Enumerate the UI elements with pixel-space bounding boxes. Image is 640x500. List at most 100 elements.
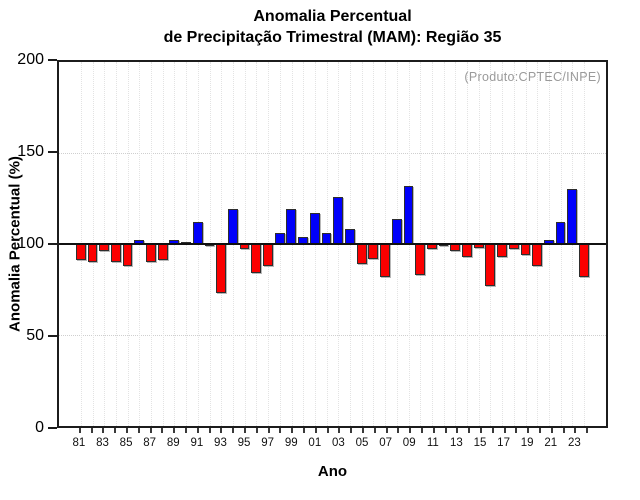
- bar-83: [99, 244, 110, 252]
- x-tick-82: [90, 428, 93, 433]
- x-cell-96: [250, 428, 262, 468]
- bar-09: [403, 185, 414, 244]
- y-tick-150: [48, 151, 57, 153]
- x-tick-label-95: 95: [237, 437, 251, 449]
- x-tick-84: [114, 428, 117, 433]
- bar-94: [227, 209, 238, 244]
- x-tick-08: [397, 428, 400, 433]
- x-tick-96: [255, 428, 258, 433]
- x-tick-label-11: 11: [426, 437, 439, 449]
- x-cell-85: 85: [120, 428, 132, 468]
- bar-06: [368, 244, 379, 259]
- x-cell-91: 91: [190, 428, 204, 468]
- x-cell-01: 01: [308, 428, 322, 468]
- x-tick-90: [185, 428, 188, 433]
- x-tick-label-13: 13: [449, 437, 463, 449]
- bar-08: [391, 218, 402, 244]
- bar-04: [344, 229, 355, 244]
- x-cell-88: [156, 428, 168, 468]
- x-tick-label-19: 19: [520, 437, 534, 449]
- y-axis: 200 150 100 50 0: [0, 52, 57, 436]
- x-tick-09: [409, 428, 412, 433]
- x-axis-title: Ano: [317, 463, 348, 480]
- x-cell-13: 13: [449, 428, 463, 468]
- x-cell-09: 09: [403, 428, 416, 468]
- x-tick-87: [149, 428, 152, 433]
- x-tick-13: [456, 428, 459, 433]
- bar-13: [450, 244, 461, 252]
- x-cell-89: 89: [166, 428, 180, 468]
- bar-20: [532, 244, 543, 266]
- bar-22: [555, 222, 566, 244]
- x-cell-00: [297, 428, 309, 468]
- x-cell-16: [486, 428, 498, 468]
- x-cell-18: [509, 428, 521, 468]
- bar-85: [122, 244, 133, 266]
- x-tick-19: [527, 428, 530, 433]
- bar-93: [216, 244, 227, 294]
- x-cell-03: 03: [332, 428, 345, 468]
- gridline-50: [59, 335, 606, 336]
- x-tick-85: [126, 428, 129, 433]
- y-tick-50: [48, 335, 57, 337]
- x-tick-07: [385, 428, 388, 433]
- x-tick-label-05: 05: [355, 437, 369, 449]
- y-tick-label-50: 50: [26, 327, 44, 344]
- x-cell-83: 83: [96, 428, 109, 468]
- x-cell-22: [557, 428, 569, 468]
- bar-82: [87, 244, 98, 263]
- x-tick-00: [303, 428, 306, 433]
- x-tick-label-81: 81: [72, 437, 86, 449]
- x-tick-83: [102, 428, 105, 433]
- x-cell-97: 97: [261, 428, 274, 468]
- x-tick-label-89: 89: [166, 437, 180, 449]
- x-tick-label-23: 23: [567, 437, 581, 449]
- x-cell-84: [108, 428, 120, 468]
- x-tick-92: [208, 428, 211, 433]
- x-tick-17: [503, 428, 506, 433]
- x-cell-95: 95: [238, 428, 250, 468]
- bar-05: [356, 244, 367, 265]
- x-cell-90: [179, 428, 191, 468]
- x-tick-93: [220, 428, 223, 433]
- x-cell-08: [392, 428, 404, 468]
- bar-14: [462, 244, 472, 257]
- x-tick-11: [432, 428, 435, 433]
- x-cell-92: [203, 428, 215, 468]
- plot-area: (Produto:CPTEC/INPE): [57, 60, 608, 428]
- x-tick-label-91: 91: [190, 437, 204, 449]
- x-tick-label-87: 87: [143, 437, 157, 449]
- x-axis: 81 83 85 87 89 91 93 95 97 99 01 03 05 07 09 11 13 15 17 19…: [57, 428, 608, 468]
- x-tick-label-85: 85: [119, 437, 133, 449]
- x-tick-05: [362, 428, 365, 433]
- bar-88: [157, 244, 168, 261]
- x-tick-97: [267, 428, 270, 433]
- x-tick-label-99: 99: [284, 437, 298, 449]
- y-tick-label-0: 0: [35, 419, 44, 436]
- x-tick-label-15: 15: [473, 437, 487, 449]
- x-tick-label-01: 01: [308, 437, 322, 449]
- x-cell-10: [415, 428, 427, 468]
- x-tick-label-83: 83: [96, 437, 109, 449]
- x-tick-89: [173, 428, 176, 433]
- x-cell-07: 07: [379, 428, 393, 468]
- x-tick-label-07: 07: [379, 437, 393, 449]
- bar-96: [251, 244, 262, 274]
- y-tick-label-200: 200: [17, 51, 44, 68]
- x-tick-03: [338, 428, 341, 433]
- x-tick-91: [196, 428, 199, 433]
- x-tick-99: [291, 428, 294, 433]
- x-tick-label-03: 03: [332, 437, 345, 449]
- bar-87: [146, 244, 156, 263]
- x-cell-04: [344, 428, 356, 468]
- bar-24: [579, 244, 589, 277]
- x-cell-21: 21: [544, 428, 558, 468]
- bar-16: [485, 244, 496, 286]
- chart-title-line2: de Precipitação Trimestral (MAM): Região…: [163, 29, 502, 46]
- x-tick-18: [515, 428, 518, 433]
- x-tick-98: [279, 428, 282, 433]
- x-tick-06: [373, 428, 376, 433]
- x-tick-label-21: 21: [544, 437, 558, 449]
- gridline-150: [59, 153, 606, 154]
